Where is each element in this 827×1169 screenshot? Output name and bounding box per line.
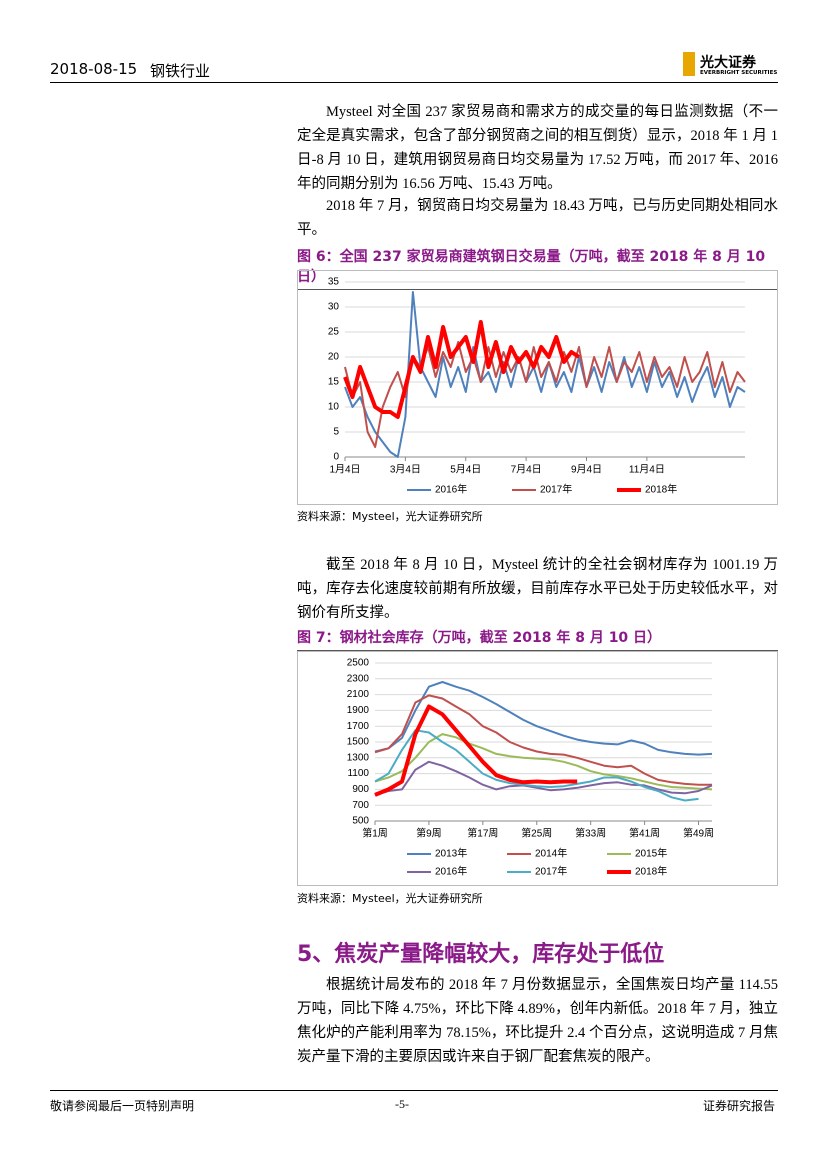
header-date: 2018-08-15	[50, 60, 138, 78]
paragraph: 截至 2018 年 8 月 10 日，Mysteel 统计的全社会钢材库存为 1…	[297, 557, 778, 621]
y-tick-label: 1100	[347, 768, 369, 779]
y-tick-label: 0	[333, 452, 339, 463]
series-line	[374, 704, 578, 797]
x-tick-label: 第49周	[683, 827, 714, 840]
y-tick-label: 15	[328, 377, 340, 388]
logo-name: 光大证券	[700, 55, 756, 71]
y-tick-label: 2300	[347, 673, 370, 684]
x-tick-label: 7月4日	[511, 464, 542, 476]
logo-sub: EVERBRIGHT SECURITIES	[700, 70, 778, 76]
paragraph: 根据统计局发布的 2018 年 7 月份数据显示，全国焦炭日均产量 114.55…	[297, 977, 778, 1065]
legend-label: 2018年	[645, 483, 677, 496]
source: 资料来源：Mysteel，光大证券研究所	[297, 510, 483, 523]
x-tick-label: 第17周	[467, 827, 498, 840]
source: 资料来源：Mysteel，光大证券研究所	[297, 892, 483, 905]
x-tick-label: 9月4日	[571, 464, 602, 476]
legend-label: 2016年	[435, 865, 467, 878]
series-line	[374, 729, 699, 802]
legend-label: 2014年	[535, 847, 567, 860]
x-tick-label: 第33周	[575, 827, 606, 840]
legend-label: 2018年	[635, 865, 667, 878]
x-tick-label: 第9周	[416, 827, 442, 840]
y-tick-label: 5	[333, 427, 339, 438]
legend-label: 2017年	[540, 483, 572, 496]
x-tick-label: 5月4日	[450, 464, 481, 476]
legend-label: 2016年	[435, 483, 467, 496]
footer-left: 敬请参阅最后一页特别声明	[50, 1099, 195, 1113]
y-tick-label: 30	[328, 302, 340, 313]
paragraph: Mysteel 对全国 237 家贸易商和需求方的成交量的每日监测数据（不一定全…	[297, 104, 778, 192]
chart-frame	[297, 270, 778, 505]
y-tick-label: 700	[352, 800, 369, 811]
footer-rule	[50, 1090, 778, 1091]
y-tick-label: 1500	[347, 737, 370, 748]
chart: 0 5 10 15 20 25 30 35 1月4日 3月4日 5月4日 7月4日 9月4日 11月4日 2…	[297, 270, 778, 505]
x-tick-label: 第41周	[629, 827, 660, 840]
chart-frame	[297, 651, 778, 886]
series-line	[374, 681, 713, 756]
y-tick-label: 35	[328, 277, 340, 288]
legend-label: 2015年	[635, 847, 667, 860]
y-tick-label: 1700	[347, 721, 370, 732]
series-line	[344, 291, 746, 458]
figure-title: 图 6：全国 237 家贸易商建筑钢日交易量（万吨，截至 2018 年 8 月 …	[297, 246, 778, 290]
footer-right: 证券研究报告	[703, 1099, 776, 1113]
y-tick-label: 10	[328, 402, 340, 413]
y-tick-label: 1900	[347, 705, 370, 716]
x-tick-label: 11月4日	[629, 464, 665, 476]
section-heading: 5、焦炭产量降幅较大，库存处于低位	[297, 942, 665, 967]
y-tick-label: 900	[352, 784, 369, 795]
y-tick-label: 20	[328, 352, 340, 363]
y-tick-label: 500	[352, 816, 369, 827]
x-tick-label: 1月4日	[329, 464, 360, 476]
y-tick-label: 1300	[347, 752, 370, 763]
chart: 500 700 900 1100 1300 1500 1700 1900 2100 2300 250…	[297, 651, 778, 886]
logo-icon	[683, 52, 695, 76]
y-tick-label: 25	[328, 327, 340, 338]
page-number: -5-	[395, 1097, 409, 1111]
legend-label: 2017年	[535, 865, 567, 878]
series-line	[343, 320, 581, 419]
y-tick-label: 2100	[347, 689, 370, 700]
series-line	[374, 733, 713, 791]
y-tick-label: 2500	[347, 658, 370, 669]
figure-title: 图 7：钢材社会库存（万吨，截至 2018 年 8 月 10 日）	[297, 627, 778, 651]
x-tick-label: 3月4日	[390, 464, 421, 476]
x-tick-label: 第1周	[362, 827, 388, 840]
paragraph: 2018 年 7 月，钢贸商日均交易量为 18.43 万吨，已与历史同期处相同水…	[297, 198, 778, 238]
x-tick-label: 第25周	[521, 827, 552, 840]
series-line	[374, 760, 713, 796]
header-rule	[50, 82, 778, 83]
legend-label: 2013年	[435, 847, 467, 860]
series-line	[374, 694, 712, 786]
header-industry: 钢铁行业	[150, 62, 211, 80]
